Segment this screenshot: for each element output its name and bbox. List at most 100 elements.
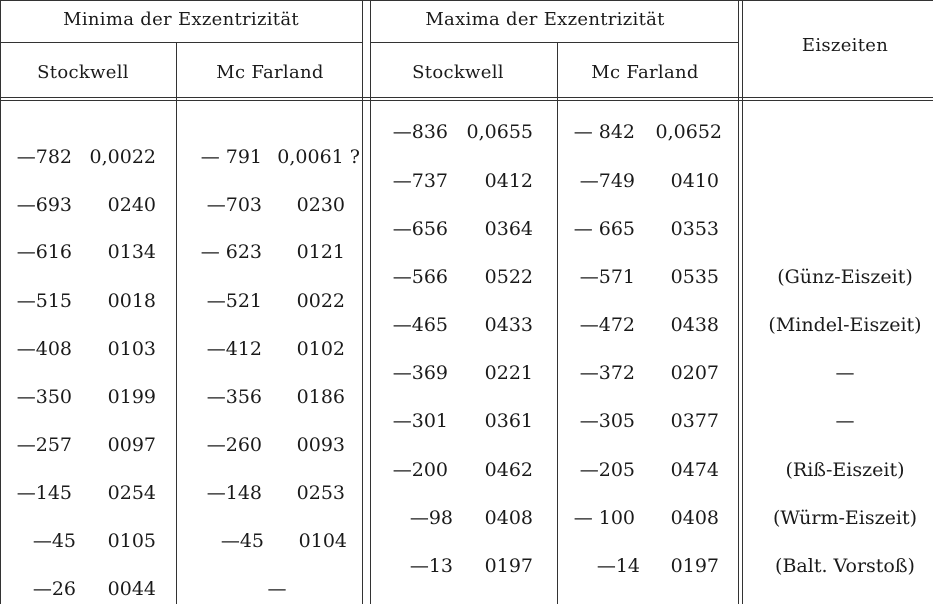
- eiszeiten-title: Eiszeiten: [801, 35, 889, 56]
- year-mcfarland: —571: [579, 266, 635, 288]
- eiszeit-label: —: [835, 362, 855, 384]
- year-mcfarland: —703: [206, 194, 262, 216]
- maxima-sub-rule: [370, 42, 738, 43]
- year-mcfarland: —205: [579, 459, 635, 481]
- year-mcfarland: — 842: [573, 121, 635, 143]
- maxima-stockwell-divider: [557, 42, 558, 604]
- year-stockwell: —98: [409, 507, 453, 529]
- year-mcfarland: —356: [206, 386, 262, 408]
- year-mcfarland: —14: [596, 555, 640, 577]
- year-mcfarland: —260: [206, 434, 262, 456]
- minima-title: Minima der Exzentrizität: [63, 9, 299, 30]
- year-stockwell: —350: [16, 386, 72, 408]
- ecc-stockwell: 0240: [107, 194, 156, 216]
- minima-mcfarland-label: Mc Farland: [216, 62, 324, 83]
- ecc-mcfarland: 0377: [670, 410, 719, 432]
- minima-stockwell-divider: [176, 42, 177, 604]
- year-stockwell: —45: [32, 530, 76, 552]
- year-mcfarland: —749: [579, 170, 635, 192]
- ecc-stockwell: 0462: [484, 459, 533, 481]
- eiszeit-label: (Günz-Eiszeit): [777, 266, 913, 288]
- minima-sub-rule: [0, 42, 362, 43]
- year-stockwell: —656: [392, 218, 448, 240]
- year-stockwell: —515: [16, 290, 72, 312]
- ecc-stockwell: 0105: [107, 530, 156, 552]
- ecc-mcfarland: 0410: [670, 170, 719, 192]
- maxima-title: Maxima der Exzentrizität: [425, 9, 665, 30]
- ecc-stockwell: 0134: [107, 241, 156, 263]
- eiszeit-label: (Balt. Vorstoß): [775, 555, 915, 577]
- ecc-stockwell: 0412: [484, 170, 533, 192]
- ecc-stockwell: 0199: [107, 386, 156, 408]
- maxima-stockwell-label: Stockwell: [412, 62, 504, 83]
- ecc-mcfarland: 0408: [670, 507, 719, 529]
- ecc-mcfarland: 0093: [296, 434, 345, 456]
- year-mcfarland: — 665: [573, 218, 635, 240]
- eiszeit-label: (Würm-Eiszeit): [772, 507, 918, 529]
- minima-stockwell-label: Stockwell: [37, 62, 129, 83]
- ecc-mcfarland: 0102: [296, 338, 345, 360]
- year-stockwell: —369: [392, 362, 448, 384]
- maxima-mcfarland-label: Mc Farland: [591, 62, 699, 83]
- ecc-stockwell: 0097: [107, 434, 156, 456]
- year-mcfarland: —45: [220, 530, 264, 552]
- ecc-stockwell: 0254: [107, 482, 156, 504]
- year-stockwell: —200: [392, 459, 448, 481]
- ecc-mcfarland: 0,0061 ?: [277, 146, 360, 168]
- year-stockwell: —301: [392, 410, 448, 432]
- ecc-mcfarland: 0186: [296, 386, 345, 408]
- ecc-mcfarland: 0,0652: [655, 121, 722, 143]
- minima-maxima-divider-a: [362, 0, 363, 604]
- eiszeit-label: (Riß-Eiszeit): [785, 459, 905, 481]
- year-mcfarland: — 791: [200, 146, 262, 168]
- ecc-mcfarland: 0438: [670, 314, 719, 336]
- ecc-stockwell: 0197: [484, 555, 533, 577]
- year-mcfarland: —372: [579, 362, 635, 384]
- ecc-mcfarland: 0474: [670, 459, 719, 481]
- ecc-stockwell: 0,0022: [89, 146, 156, 168]
- ecc-stockwell: 0361: [484, 410, 533, 432]
- ecc-mcfarland: 0535: [670, 266, 719, 288]
- year-mcfarland: —148: [206, 482, 262, 504]
- year-mcfarland: —305: [579, 410, 635, 432]
- year-mcfarland: —412: [206, 338, 262, 360]
- eiszeit-label: (Mindel-Eiszeit): [768, 314, 922, 336]
- ecc-mcfarland: 0230: [296, 194, 345, 216]
- year-stockwell: —836: [392, 121, 448, 143]
- ecc-stockwell: 0044: [107, 578, 156, 600]
- ecc-stockwell: 0408: [484, 507, 533, 529]
- header-rule-top: [0, 97, 933, 98]
- year-stockwell: —145: [16, 482, 72, 504]
- maxima-eiszeiten-divider-b: [742, 0, 743, 604]
- year-stockwell: —408: [16, 338, 72, 360]
- year-stockwell: —257: [16, 434, 72, 456]
- year-mcfarland: — 100: [573, 507, 635, 529]
- ecc-stockwell: 0103: [107, 338, 156, 360]
- ecc-mcfarland: 0207: [670, 362, 719, 384]
- eiszeit-label: —: [835, 410, 855, 432]
- ecc-stockwell: 0522: [484, 266, 533, 288]
- top-rule: [0, 0, 933, 1]
- ecc-stockwell: 0,0655: [466, 121, 533, 143]
- ecc-mcfarland: 0104: [298, 530, 347, 552]
- year-stockwell: —737: [392, 170, 448, 192]
- ecc-stockwell: 0018: [107, 290, 156, 312]
- ecc-mcfarland: 0197: [670, 555, 719, 577]
- ecc-mcfarland: 0253: [296, 482, 345, 504]
- year-stockwell: —782: [16, 146, 72, 168]
- header-rule-bottom: [0, 100, 933, 101]
- year-stockwell: —13: [409, 555, 453, 577]
- year-stockwell: —693: [16, 194, 72, 216]
- year-mcfarland: —521: [206, 290, 262, 312]
- year-mcfarland: —472: [579, 314, 635, 336]
- year-stockwell: —616: [16, 241, 72, 263]
- year-stockwell: —26: [32, 578, 76, 600]
- ecc-stockwell: 0221: [484, 362, 533, 384]
- left-rule: [0, 0, 1, 604]
- year-stockwell: —465: [392, 314, 448, 336]
- year-stockwell: —566: [392, 266, 448, 288]
- ecc-stockwell: 0364: [484, 218, 533, 240]
- year-mcfarland: —: [267, 578, 287, 600]
- minima-maxima-divider-b: [370, 0, 371, 604]
